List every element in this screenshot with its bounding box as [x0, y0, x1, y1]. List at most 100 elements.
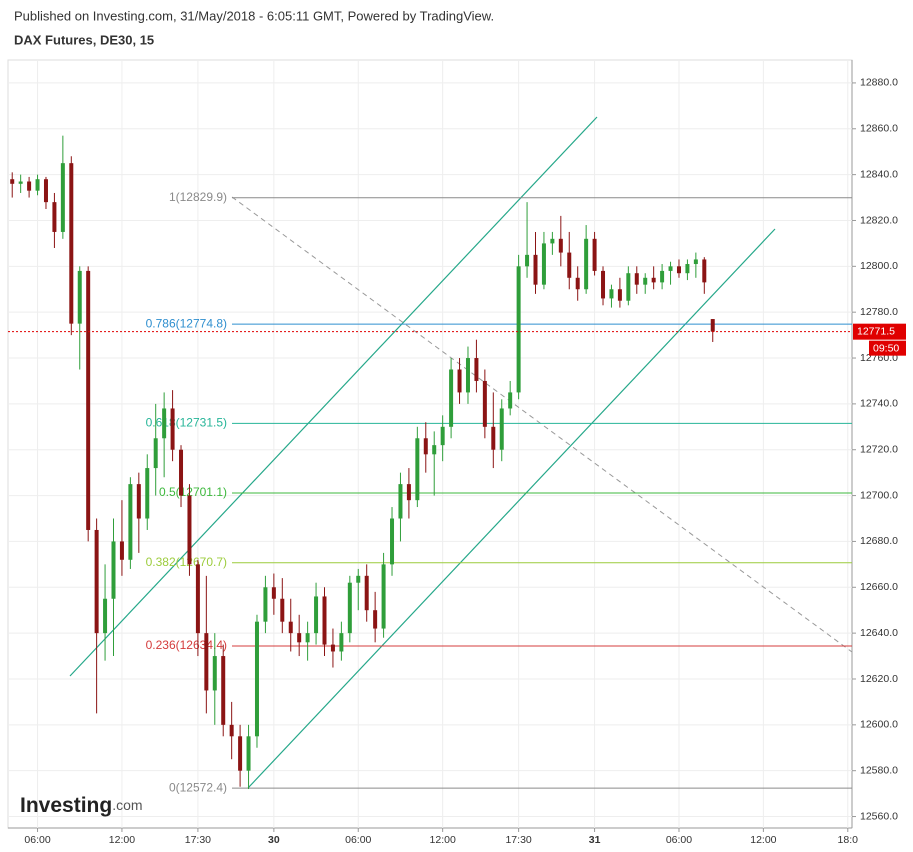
y-tick-label: 12820.0	[860, 214, 898, 226]
candle-body	[238, 736, 243, 771]
candle-body	[356, 575, 361, 583]
candle-body	[162, 408, 167, 439]
x-tick-label: 31	[589, 834, 601, 846]
y-tick-label: 12720.0	[860, 444, 898, 456]
candle-body	[27, 181, 32, 191]
candle-body	[69, 163, 74, 324]
candle-body	[43, 179, 48, 203]
candle-body	[60, 163, 65, 232]
candle-body	[423, 438, 428, 455]
candle-body	[626, 273, 631, 301]
fib-label: 1(12829.9)	[169, 190, 227, 204]
candle-body	[643, 277, 648, 285]
candle-body	[111, 541, 116, 599]
countdown-label: 09:50	[873, 342, 899, 354]
x-tick-label: 18:0	[838, 834, 859, 846]
y-tick-label: 12600.0	[860, 719, 898, 731]
candle-body	[617, 289, 622, 301]
plot-frame	[7, 59, 853, 829]
candle-body	[710, 319, 715, 332]
fib-label: 0.5(12701.1)	[159, 485, 227, 499]
candle-body	[533, 254, 538, 285]
candle-body	[170, 408, 175, 450]
x-tick-label: 17:30	[185, 834, 211, 846]
candle-body	[550, 238, 555, 244]
candle-body	[406, 484, 411, 501]
candle-body	[347, 582, 352, 634]
candle-body	[364, 575, 369, 611]
y-tick-label: 12840.0	[860, 168, 898, 180]
candle-body	[322, 596, 327, 645]
candle-body	[18, 181, 23, 184]
candle-body	[119, 541, 124, 560]
candle-body	[145, 468, 150, 519]
candle-body	[136, 484, 141, 519]
candle-body	[516, 266, 521, 393]
candle-body	[86, 270, 91, 530]
candle-body	[558, 238, 563, 253]
candle-body	[103, 598, 108, 634]
candle-body	[305, 633, 310, 643]
fib-label: 0.618(12731.5)	[146, 416, 227, 430]
chart-title: DAX Futures, DE30, 15	[14, 32, 154, 47]
channel-upper	[69, 116, 598, 677]
candle-body	[702, 259, 707, 283]
candle-body	[685, 264, 690, 274]
candle-body	[390, 518, 395, 565]
candle-body	[693, 259, 698, 265]
y-tick-label: 12780.0	[860, 306, 898, 318]
candle-body	[499, 408, 504, 450]
fib-label: 0(12572.4)	[169, 780, 227, 794]
publish-note: Published on Investing.com, 31/May/2018 …	[14, 8, 494, 23]
candle-body	[212, 656, 217, 691]
candle-body	[246, 736, 251, 771]
candle-body	[432, 445, 437, 455]
countdown-box	[869, 340, 906, 356]
y-tick-label: 12680.0	[860, 535, 898, 547]
candle-body	[254, 621, 259, 737]
y-tick-label: 12660.0	[860, 581, 898, 593]
candle-body	[474, 358, 479, 381]
candle-body	[601, 270, 606, 299]
fib-trend-line	[231, 196, 853, 653]
candle-body	[314, 596, 319, 634]
candle-body	[449, 369, 454, 427]
x-tick-label: 06:00	[345, 834, 371, 846]
candle-body	[567, 252, 572, 278]
candle-body	[288, 621, 293, 634]
candle-body	[263, 587, 268, 622]
candle-body	[187, 495, 192, 565]
candle-body	[330, 644, 335, 652]
candle-body	[575, 277, 580, 290]
y-tick-label: 12700.0	[860, 489, 898, 501]
candle-body	[52, 202, 57, 232]
last-price-box	[853, 323, 906, 340]
candle-body	[609, 289, 614, 299]
candle-body	[297, 633, 302, 643]
candle-body	[676, 266, 681, 274]
candle-body	[280, 598, 285, 622]
fib-label: 0.382(12670.7)	[146, 555, 227, 569]
candle-body	[373, 610, 378, 629]
candle-body	[381, 564, 386, 629]
y-tick-label: 12580.0	[860, 764, 898, 776]
candle-body	[204, 633, 209, 691]
candle-body	[634, 273, 639, 285]
x-tick-label: 12:00	[430, 834, 456, 846]
candle-body	[415, 438, 420, 501]
y-tick-label: 12800.0	[860, 260, 898, 272]
candle-body	[179, 449, 184, 496]
candle-body	[508, 392, 513, 409]
y-tick-label: 12620.0	[860, 673, 898, 685]
candle-body	[153, 438, 158, 469]
candle-body	[221, 656, 226, 725]
candle-body	[541, 243, 546, 285]
candle-body	[457, 369, 462, 393]
y-tick-label: 12860.0	[860, 123, 898, 135]
candle-body	[94, 529, 99, 634]
candle-body	[77, 270, 82, 324]
fib-label: 0.786(12774.8)	[146, 316, 227, 330]
candle-body	[229, 724, 234, 737]
x-tick-label: 12:00	[750, 834, 776, 846]
